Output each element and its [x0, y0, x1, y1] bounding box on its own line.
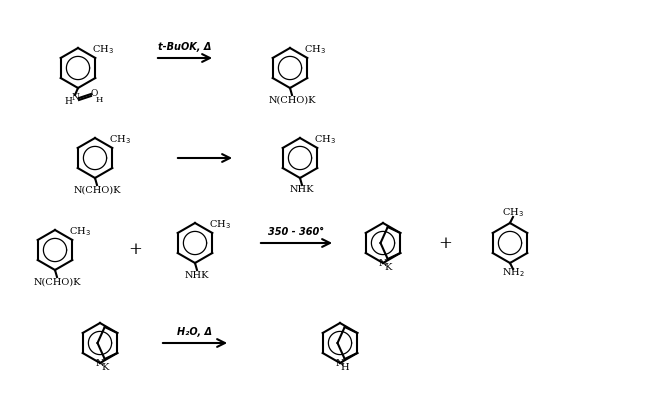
Text: N(CHO)K: N(CHO)K	[73, 185, 121, 195]
Text: CH$_3$: CH$_3$	[69, 226, 91, 238]
Text: NHK: NHK	[185, 271, 209, 279]
Text: +: +	[128, 242, 142, 258]
Text: H: H	[340, 363, 349, 371]
Text: N: N	[95, 359, 104, 367]
Text: K: K	[101, 363, 108, 371]
Text: +: +	[438, 234, 452, 252]
Text: N: N	[336, 359, 344, 367]
Text: t-BuOK, Δ: t-BuOK, Δ	[158, 42, 212, 52]
Text: CH$_3$: CH$_3$	[210, 219, 231, 231]
Text: H: H	[64, 98, 72, 107]
Text: N: N	[71, 94, 79, 103]
Text: H₂O, Δ: H₂O, Δ	[178, 327, 212, 337]
Text: N: N	[379, 258, 387, 267]
Text: N(CHO)K: N(CHO)K	[268, 96, 316, 105]
Text: NH$_2$: NH$_2$	[502, 267, 524, 279]
Text: H: H	[95, 96, 103, 104]
Text: CH$_3$: CH$_3$	[304, 44, 326, 57]
Text: 350 - 360°: 350 - 360°	[268, 227, 325, 237]
Text: CH$_3$: CH$_3$	[502, 207, 524, 219]
Text: CH$_3$: CH$_3$	[314, 134, 336, 146]
Text: NHK: NHK	[290, 185, 314, 195]
Text: K: K	[384, 263, 391, 271]
Text: CH$_3$: CH$_3$	[110, 134, 131, 146]
Text: O: O	[90, 90, 98, 98]
Text: CH$_3$: CH$_3$	[93, 44, 114, 57]
Text: N(CHO)K: N(CHO)K	[33, 277, 81, 287]
